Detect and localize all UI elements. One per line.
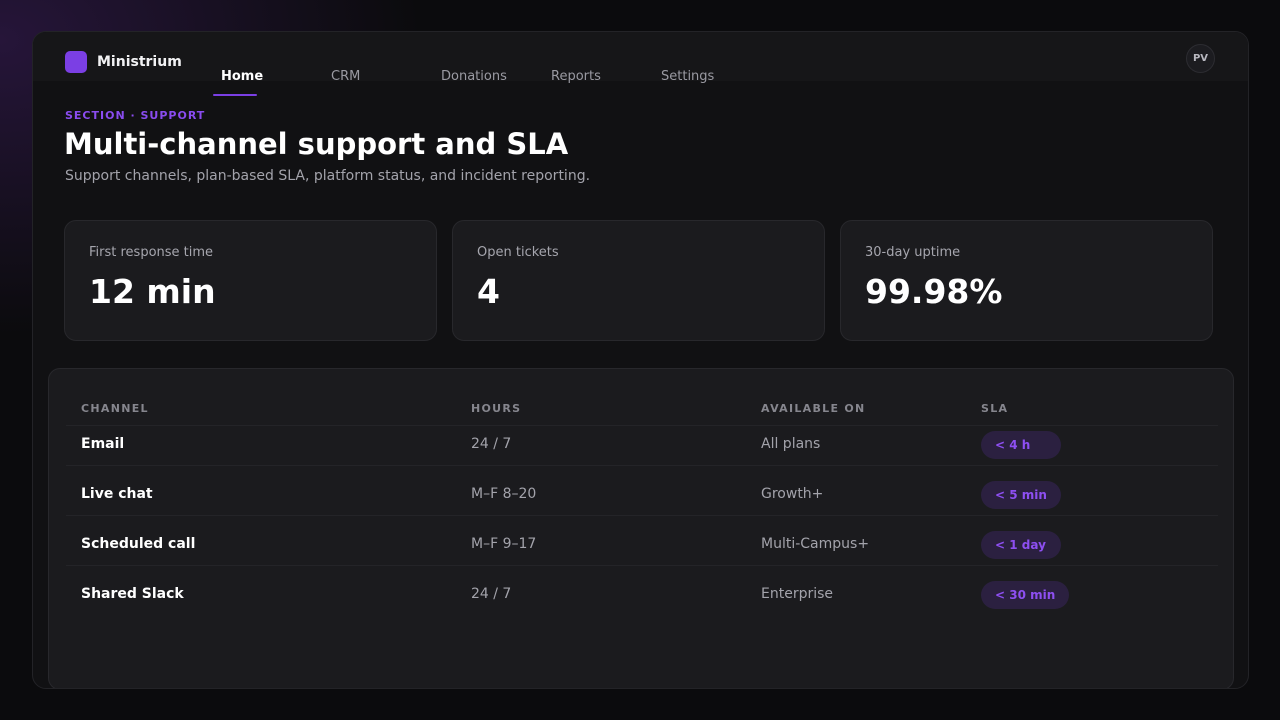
brand-name: Ministrium <box>97 54 182 70</box>
support-channels-table: CHANNEL HOURS AVAILABLE ON SLA Email 24 … <box>48 368 1234 688</box>
tab-reports[interactable]: Reports <box>551 69 601 84</box>
tab-settings[interactable]: Settings <box>661 69 715 84</box>
stat-value: 4 <box>477 272 500 311</box>
cell-hours: M–F 9–17 <box>471 536 537 552</box>
cell-channel: Live chat <box>81 486 153 502</box>
cell-available-on: Growth+ <box>761 486 824 502</box>
column-header-sla: SLA <box>981 402 1009 415</box>
section-eyebrow: SECTION · SUPPORT <box>65 109 206 122</box>
sla-badge: < 1 day <box>981 531 1061 559</box>
top-bar <box>33 32 1248 81</box>
tab-crm[interactable]: CRM <box>331 69 361 84</box>
stat-label: 30-day uptime <box>865 245 961 260</box>
app-window: Ministrium Home CRM Donations Reports Se… <box>32 31 1249 689</box>
tab-home[interactable]: Home <box>221 69 264 84</box>
stat-card-first-response: First response time 12 min <box>64 220 437 341</box>
column-header-hours: HOURS <box>471 402 522 415</box>
cell-hours: M–F 8–20 <box>471 486 537 502</box>
stat-label: First response time <box>89 245 214 260</box>
cell-hours: 24 / 7 <box>471 436 512 452</box>
sla-badge: < 4 h <box>981 431 1061 459</box>
cell-available-on: Multi-Campus+ <box>761 536 870 552</box>
cell-available-on: All plans <box>761 436 821 452</box>
row-divider <box>66 515 1218 516</box>
column-header-channel: CHANNEL <box>81 402 149 415</box>
row-divider <box>66 425 1218 426</box>
row-divider <box>66 465 1218 466</box>
stat-value: 12 min <box>89 272 216 311</box>
page-title: Multi-channel support and SLA <box>64 127 569 161</box>
stat-card-uptime: 30-day uptime 99.98% <box>840 220 1213 341</box>
row-divider <box>66 565 1218 566</box>
cell-channel: Scheduled call <box>81 536 196 552</box>
stat-value: 99.98% <box>865 272 1003 311</box>
sla-badge: < 5 min <box>981 481 1061 509</box>
cell-available-on: Enterprise <box>761 586 834 602</box>
stat-label: Open tickets <box>477 245 559 260</box>
column-header-available-on: AVAILABLE ON <box>761 402 866 415</box>
tab-donations[interactable]: Donations <box>441 69 507 84</box>
stat-card-open-tickets: Open tickets 4 <box>452 220 825 341</box>
avatar[interactable]: PV <box>1186 44 1215 73</box>
cell-channel: Email <box>81 436 125 452</box>
sla-badge: < 30 min <box>981 581 1070 609</box>
cell-channel: Shared Slack <box>81 586 184 602</box>
active-tab-indicator <box>213 94 257 96</box>
cell-hours: 24 / 7 <box>471 586 512 602</box>
logo-icon <box>65 51 87 73</box>
page-subtitle: Support channels, plan-based SLA, platfo… <box>65 168 591 184</box>
